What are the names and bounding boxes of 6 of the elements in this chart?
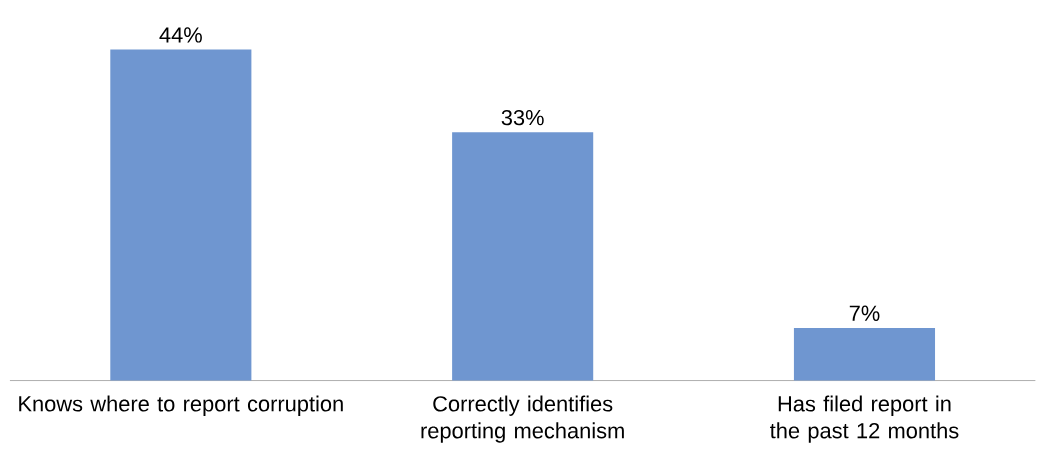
x-tick-label: Knows where to report corruption [19, 395, 343, 416]
data-label: 44% [159, 27, 202, 43]
x-tick-label: Correctly identifies reporting mechanism [421, 395, 624, 443]
data-label: 7% [849, 305, 880, 321]
x-tick-label: Has filed report in the past 12 months [770, 395, 959, 443]
data-label: 33% [501, 109, 544, 126]
